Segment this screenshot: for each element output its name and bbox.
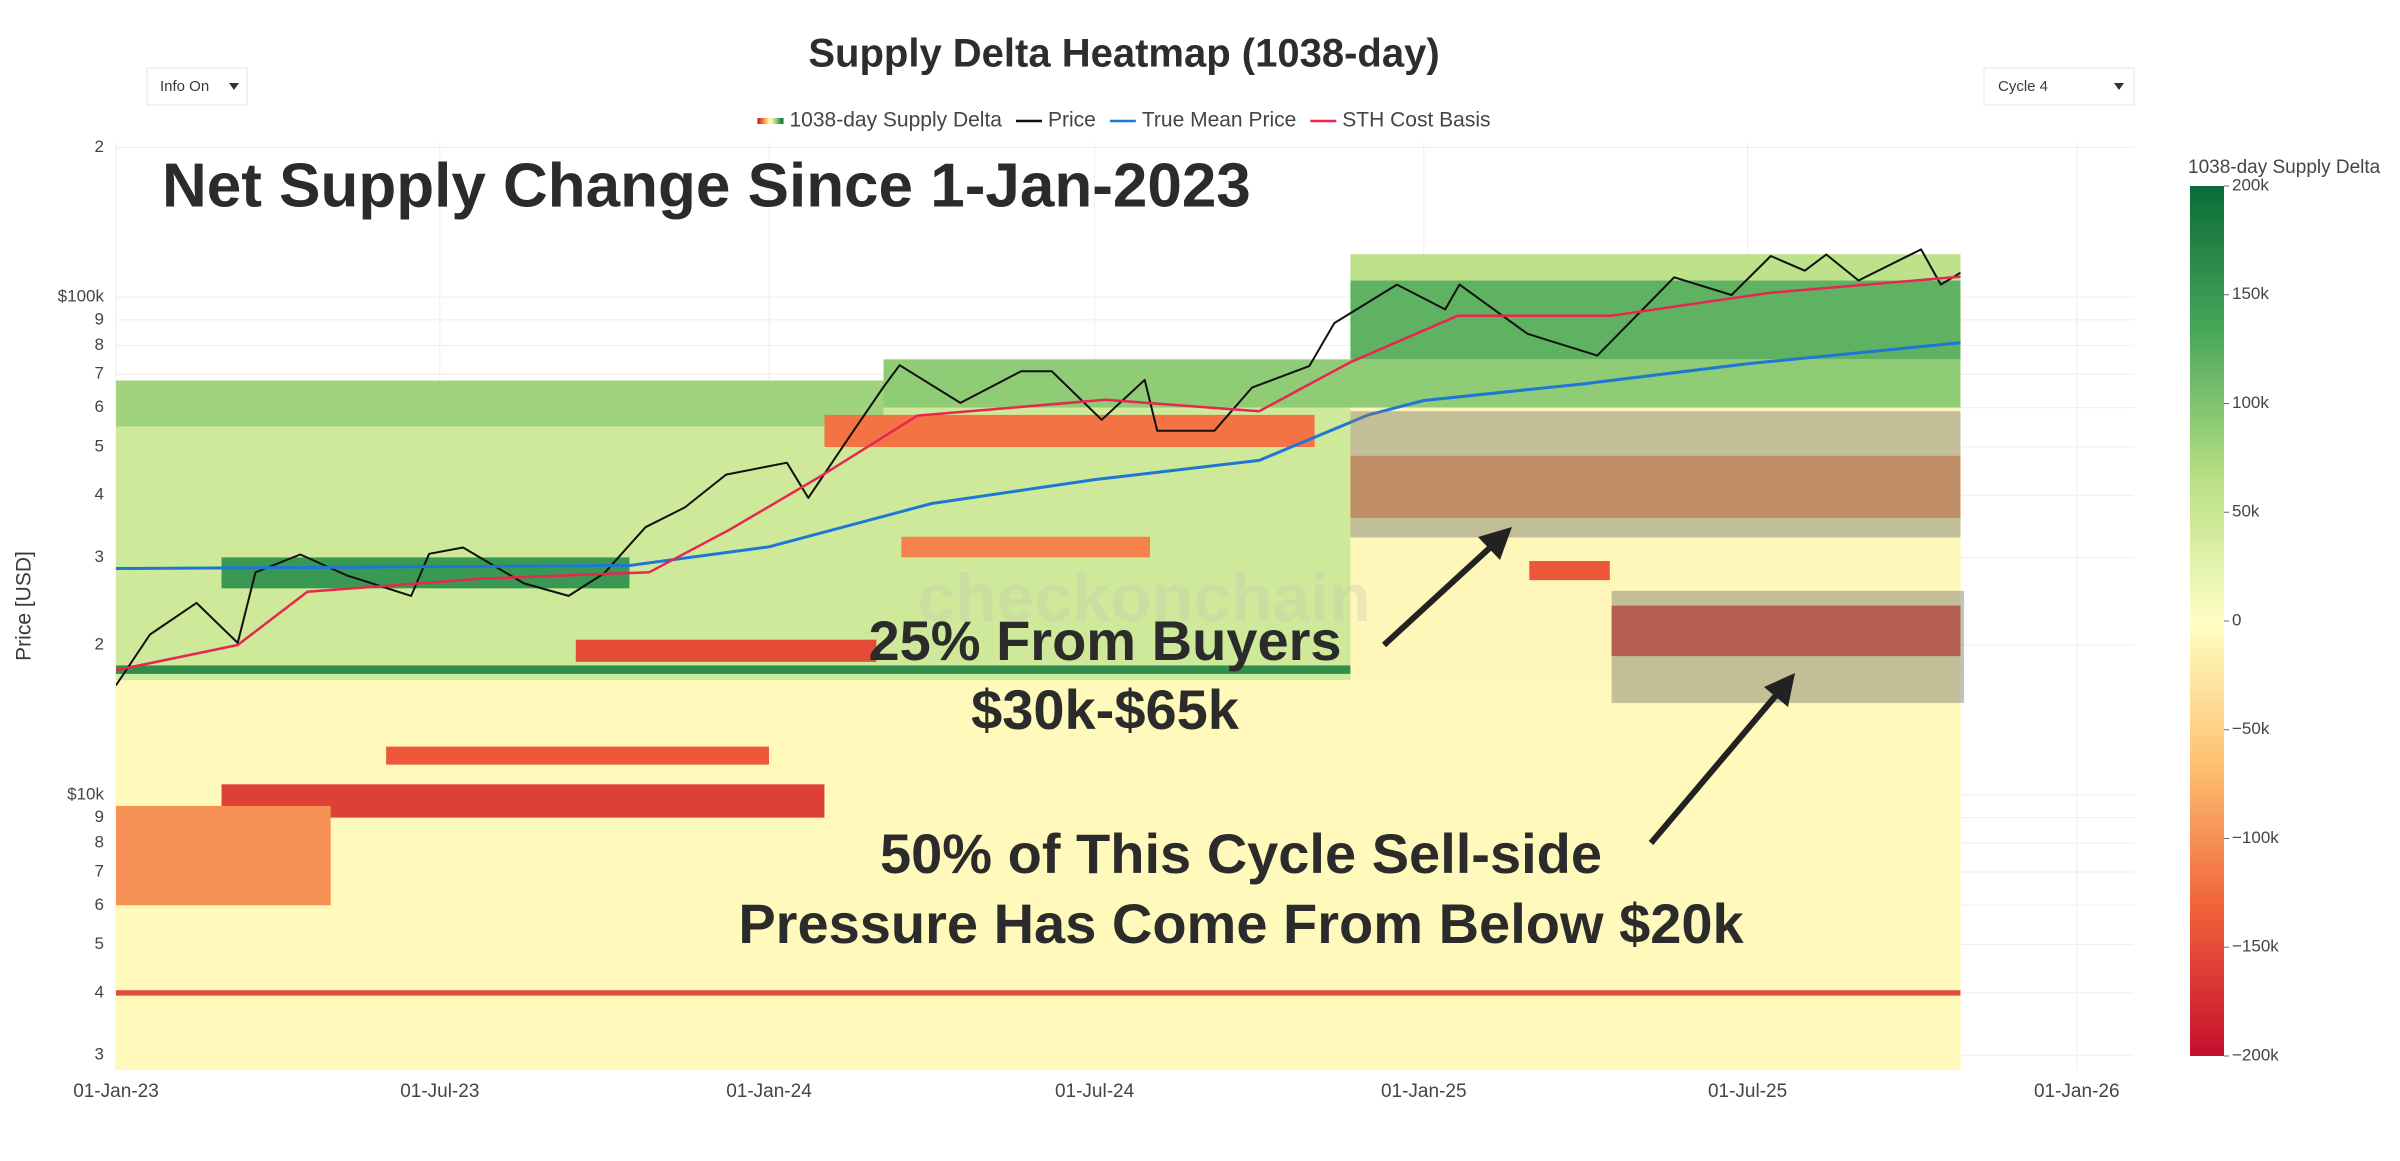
cycle-dropdown[interactable]: Cycle 4 [1983, 67, 2135, 106]
heatmap-band [386, 746, 769, 765]
series-line [116, 341, 1961, 570]
legend-label: Price [1048, 109, 1096, 132]
y-tick-label: 7 [95, 861, 104, 880]
heatmap-band [116, 990, 1961, 996]
arrow-shaft [1381, 541, 1497, 648]
y-axis-label: Price [USD] [13, 551, 36, 661]
heatmap-band [901, 536, 1151, 558]
heatmap-band [1529, 561, 1610, 581]
heatmap-band [1350, 254, 1961, 281]
x-tick-label: 01-Jan-23 [73, 1081, 159, 1102]
colorbar-tick-label: 200k [2232, 175, 2269, 194]
highlight-box [1350, 411, 1961, 538]
annotation: Pressure Has Come From Below $20k [738, 892, 1744, 955]
series-line [116, 275, 1961, 672]
colorbar-scale [2190, 186, 2224, 1056]
heatmap-band [116, 380, 884, 427]
annotations: Net Supply Change Since 1-Jan-2023 25% Fr… [162, 151, 1795, 955]
y-tick-label: 5 [95, 934, 104, 953]
headline: Net Supply Change Since 1-Jan-2023 [162, 151, 1251, 220]
y-tick-label: 3 [95, 547, 104, 566]
annotation: 25% From Buyers [868, 609, 1341, 672]
legend-label: STH Cost Basis [1342, 109, 1490, 132]
heatmap: checkonchain [116, 254, 1961, 1070]
annotation: $30k-$65k [971, 678, 1240, 741]
y-tick-label: 7 [95, 364, 104, 383]
y-tick-label: 3 [95, 1045, 104, 1064]
heatmap-band [116, 665, 1961, 674]
y-tick-label: 4 [95, 485, 104, 504]
chart-title: Supply Delta Heatmap (1038-day) [808, 32, 1439, 76]
arrow-head [1764, 673, 1795, 707]
arrow-shaft [1648, 691, 1781, 845]
heatmap-band [1350, 280, 1961, 360]
watermark: checkonchain [917, 560, 1371, 636]
dropdown-arrow[interactable] [2114, 83, 2124, 90]
y-tick-label: 5 [95, 436, 104, 455]
legend-label: 1038-day Supply Delta [790, 109, 1003, 132]
arrow-head [1478, 527, 1512, 560]
dropdown-label[interactable]: Info On [160, 78, 209, 95]
heatmap-band [575, 639, 877, 662]
y-tick-label: 2 [95, 635, 104, 654]
colorbar-tick-label: 50k [2232, 502, 2260, 521]
y-tick-label: 9 [95, 309, 104, 328]
colorbar-tick-label: −150k [2232, 937, 2279, 956]
colorbar-tick-label: 100k [2232, 393, 2269, 412]
dropdown-box[interactable] [1983, 67, 2135, 106]
y-tick-label: $10k [67, 784, 104, 803]
x-tick-label: 01-Jan-24 [726, 1081, 812, 1102]
dropdown-arrow[interactable] [229, 83, 239, 90]
series-line [116, 248, 1962, 686]
colorbar-tick-label: −200k [2232, 1045, 2279, 1064]
lines [116, 248, 1962, 686]
colorbar-tick-label: −50k [2232, 719, 2270, 738]
y-tick-label: 2 [95, 137, 104, 156]
colorbar-tick-label: 0 [2232, 610, 2241, 629]
annotation: 50% of This Cycle Sell-side [880, 822, 1602, 885]
info-dropdown[interactable]: Info On [146, 67, 248, 106]
y-tick-label: 9 [95, 807, 104, 826]
x-tick-label: 01-Jul-24 [1055, 1081, 1135, 1102]
y-tick-label: 8 [95, 833, 104, 852]
dropdown-box[interactable] [146, 67, 248, 106]
y-tick-label: 6 [95, 397, 104, 416]
axes: 2 $100k 9 8 7 6 5 4 3 2 $10k 9 8 7 6 5 4 3 01-Jan-23 01-Jul… [58, 137, 2120, 1102]
x-tick-label: 01-Jul-23 [400, 1081, 479, 1102]
x-tick-label: 01-Jan-25 [1381, 1081, 1467, 1102]
heatmap-band [1611, 605, 1961, 657]
x-tick-label: 01-Jan-26 [2034, 1081, 2120, 1102]
heatmap-band [824, 414, 1315, 447]
y-tick-label: 8 [95, 335, 104, 354]
colorbar-title: 1038-day Supply Delta [2188, 157, 2381, 178]
heatmap-band [116, 805, 331, 906]
legend: 1038-day Supply Delta Price True Mean Pric… [757, 109, 1491, 132]
y-tick-label: 6 [95, 895, 104, 914]
dropdown-label[interactable]: Cycle 4 [1998, 78, 2048, 95]
heatmap-band [1350, 455, 1961, 518]
y-tick-label: 4 [95, 982, 104, 1001]
colorbar-tick-label: 150k [2232, 284, 2269, 303]
legend-swatch [757, 118, 784, 124]
colorbar-tick-label: −100k [2232, 828, 2279, 847]
x-tick-label: 01-Jul-25 [1708, 1081, 1787, 1102]
legend-label: True Mean Price [1142, 109, 1296, 132]
y-tick-label: $100k [58, 287, 105, 306]
